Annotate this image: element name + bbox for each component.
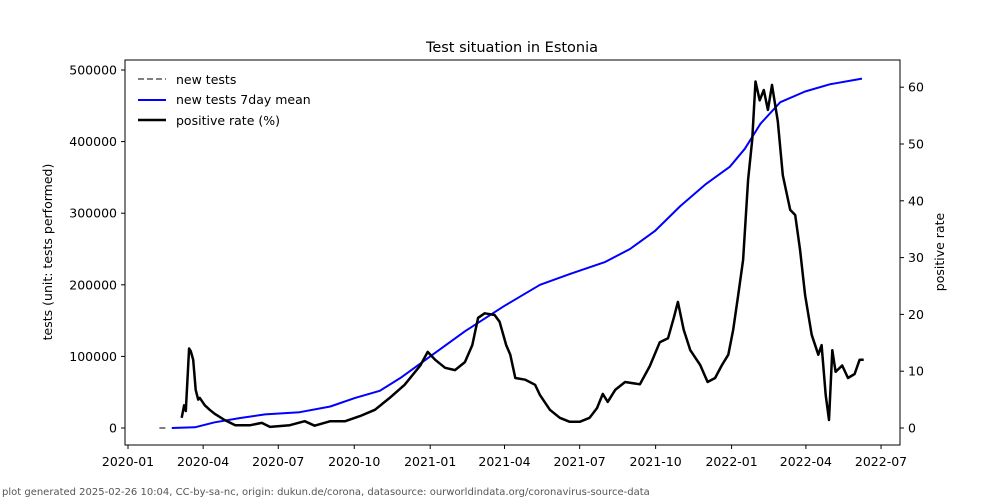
legend-label-positive-rate: positive rate (%) bbox=[176, 113, 280, 128]
plot-frame bbox=[124, 59, 901, 446]
y-tick-label: 0 bbox=[109, 421, 117, 436]
x-tick-label: 2022-07 bbox=[855, 454, 907, 469]
y-tick-label: 200000 bbox=[69, 277, 117, 292]
y-tick-label: 100000 bbox=[69, 349, 117, 364]
chart-title: Test situation in Estonia bbox=[425, 40, 598, 56]
y2-tick-label: 50 bbox=[908, 137, 924, 152]
y2-tick-label: 30 bbox=[908, 250, 924, 265]
y2-tick-label: 0 bbox=[908, 421, 916, 436]
x-tick-label: 2020-10 bbox=[328, 454, 380, 469]
x-tick-label: 2022-04 bbox=[780, 454, 832, 469]
x-tick-label: 2021-01 bbox=[404, 454, 456, 469]
y2-tick-label: 60 bbox=[908, 80, 924, 95]
legend: new tests new tests 7day mean positive r… bbox=[138, 72, 311, 128]
series-line-7day-mean bbox=[171, 77, 863, 429]
x-tick-label: 2020-01 bbox=[102, 454, 154, 469]
x-tick-label: 2020-07 bbox=[252, 454, 304, 469]
y-axis-label: tests (unit: tests performed) bbox=[40, 164, 55, 341]
y2-tick-label: 20 bbox=[908, 307, 924, 322]
footer-note: plot generated 2025-02-26 10:04, CC-by-s… bbox=[2, 487, 650, 498]
x-tick-label: 2021-07 bbox=[554, 454, 606, 469]
y-tick-label: 500000 bbox=[69, 63, 117, 78]
series-line-positive-rate bbox=[180, 80, 864, 429]
y2-tick-label: 40 bbox=[908, 193, 924, 208]
y-tick-label: 300000 bbox=[69, 206, 117, 221]
y-tick-label: 400000 bbox=[69, 134, 117, 149]
y2-axis-label: positive rate bbox=[932, 213, 947, 292]
x-tick-label: 2022-01 bbox=[705, 454, 757, 469]
legend-label-new-tests: new tests bbox=[176, 72, 236, 87]
x-tick-label: 2020-04 bbox=[177, 454, 229, 469]
legend-label-7day-mean: new tests 7day mean bbox=[176, 92, 311, 107]
x-tick-label: 2021-10 bbox=[630, 454, 682, 469]
y2-tick-label: 10 bbox=[908, 364, 924, 379]
x-tick-label: 2021-04 bbox=[478, 454, 530, 469]
